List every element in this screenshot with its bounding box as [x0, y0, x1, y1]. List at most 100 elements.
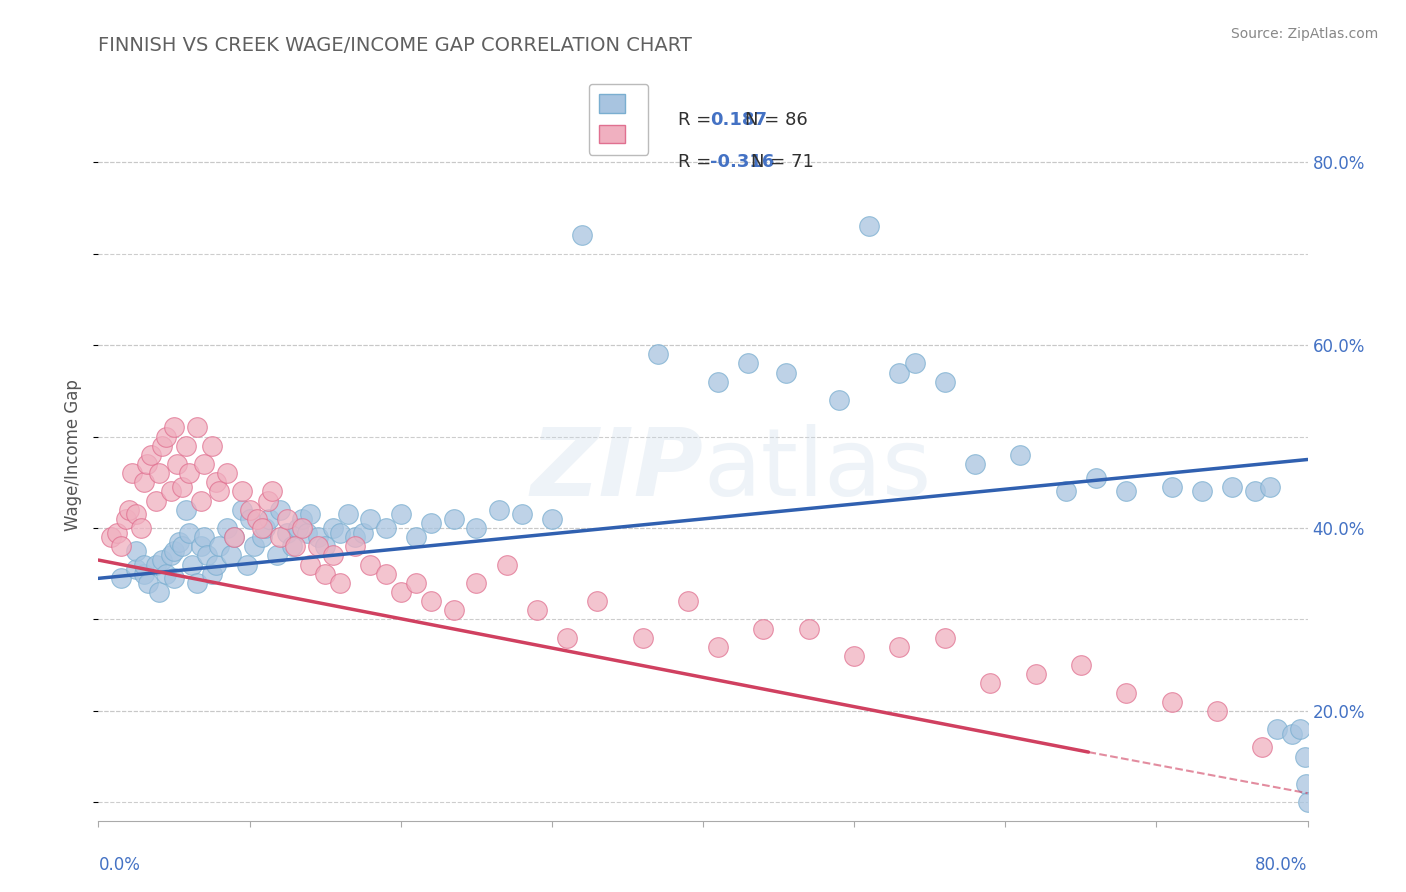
Point — [262, 484, 284, 499]
Point — [1251, 740, 1274, 755]
Point — [934, 375, 956, 389]
Point — [250, 530, 273, 544]
Point — [167, 534, 190, 549]
Point — [269, 530, 291, 544]
Point — [1281, 727, 1303, 741]
Text: 0.187: 0.187 — [710, 112, 768, 129]
Point — [201, 439, 224, 453]
Point — [190, 539, 212, 553]
Point — [322, 549, 344, 563]
Point — [555, 631, 578, 645]
Point — [276, 512, 298, 526]
Text: atlas: atlas — [703, 424, 931, 516]
Point — [1085, 471, 1108, 485]
Point — [1115, 484, 1137, 499]
Point — [110, 571, 132, 585]
Point — [488, 503, 510, 517]
Point — [1070, 658, 1092, 673]
Point — [336, 508, 359, 522]
Point — [163, 420, 186, 434]
Point — [526, 603, 548, 617]
Point — [170, 480, 193, 494]
Point — [170, 539, 193, 553]
Point — [195, 549, 218, 563]
Text: R =: R = — [678, 153, 717, 170]
Point — [360, 558, 382, 572]
Point — [389, 508, 412, 522]
Point — [844, 649, 866, 664]
Point — [148, 466, 170, 480]
Point — [246, 512, 269, 526]
Point — [125, 508, 148, 522]
Point — [405, 530, 427, 544]
Point — [224, 530, 246, 544]
Point — [114, 512, 136, 526]
Text: 0.0%: 0.0% — [98, 856, 141, 874]
Point — [145, 558, 167, 572]
Point — [329, 576, 352, 591]
Point — [266, 549, 288, 563]
Point — [284, 539, 307, 553]
Point — [179, 466, 201, 480]
Point — [100, 530, 122, 544]
Point — [166, 457, 188, 471]
Point — [287, 521, 309, 535]
Point — [1160, 695, 1182, 709]
Point — [125, 562, 148, 576]
Point — [322, 521, 344, 535]
Point — [132, 566, 155, 581]
Point — [110, 539, 132, 553]
Legend: , : , — [589, 84, 648, 155]
Point — [193, 530, 215, 544]
Point — [174, 503, 197, 517]
Point — [405, 576, 427, 591]
Point — [858, 219, 880, 234]
Point — [707, 375, 730, 389]
Point — [148, 585, 170, 599]
Point — [631, 631, 654, 645]
Point — [135, 457, 157, 471]
Point — [934, 631, 956, 645]
Point — [443, 512, 465, 526]
Point — [1206, 704, 1229, 718]
Text: N = 71: N = 71 — [751, 153, 814, 170]
Point — [231, 484, 253, 499]
Point — [540, 512, 562, 526]
Point — [190, 493, 212, 508]
Point — [374, 566, 396, 581]
Point — [205, 558, 228, 572]
Text: Source: ZipAtlas.com: Source: ZipAtlas.com — [1230, 27, 1378, 41]
Point — [215, 466, 238, 480]
Point — [125, 544, 148, 558]
Y-axis label: Wage/Income Gap: Wage/Income Gap — [65, 379, 83, 531]
Point — [295, 525, 318, 540]
Point — [1024, 667, 1046, 681]
Point — [186, 576, 208, 591]
Point — [344, 539, 367, 553]
Point — [299, 508, 322, 522]
Point — [344, 530, 367, 544]
Point — [129, 521, 152, 535]
Point — [160, 484, 183, 499]
Point — [201, 566, 224, 581]
Point — [239, 503, 262, 517]
Point — [231, 503, 253, 517]
Point — [221, 549, 243, 563]
Point — [239, 512, 262, 526]
Point — [775, 366, 797, 380]
Point — [1243, 484, 1265, 499]
Point — [160, 549, 183, 563]
Point — [389, 585, 412, 599]
Point — [235, 558, 257, 572]
Point — [1010, 448, 1032, 462]
Point — [205, 475, 228, 490]
Point — [707, 640, 730, 654]
Text: 80.0%: 80.0% — [1256, 856, 1308, 874]
Point — [150, 553, 173, 567]
Point — [253, 521, 276, 535]
Point — [360, 512, 382, 526]
Point — [150, 439, 173, 453]
Point — [155, 430, 177, 444]
Point — [465, 521, 488, 535]
Point — [276, 525, 298, 540]
